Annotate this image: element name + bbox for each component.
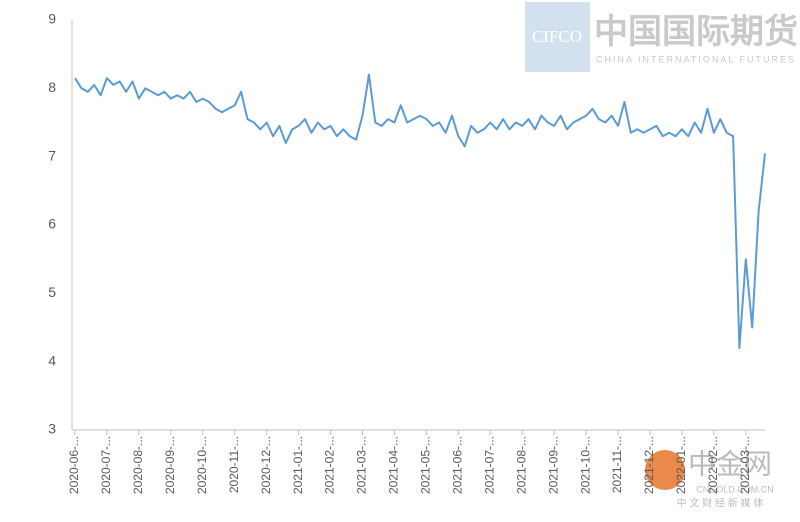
x-tick-label: 2021-10-...	[578, 436, 592, 494]
y-tick-label: 4	[48, 352, 56, 368]
y-tick-label: 5	[48, 284, 56, 300]
x-tick-label: 2020-10-...	[195, 436, 209, 494]
x-tick-label: 2021-02-...	[323, 436, 337, 494]
y-tick-label: 7	[48, 147, 56, 163]
x-tick-label: 2022-01-...	[674, 436, 688, 494]
logo-box	[525, 2, 590, 72]
x-tick-label: 2021-04-...	[387, 436, 401, 494]
x-tick-label: 2020-12-...	[259, 436, 273, 494]
y-tick-label: 8	[48, 79, 56, 95]
line-series	[74, 73, 766, 349]
watermark-logo	[645, 450, 685, 490]
y-tick-label: 6	[48, 216, 56, 232]
x-tick-label: 2020-09-...	[163, 436, 177, 494]
x-tick-label: 2022-02-...	[706, 436, 720, 494]
y-tick-label: 9	[48, 11, 56, 27]
watermark: 中金网	[688, 448, 772, 479]
watermark: 中国国际期货	[594, 13, 798, 51]
x-tick-label: 2021-08-...	[514, 436, 528, 494]
watermark: CNGOLD.COM.CN	[696, 484, 774, 494]
x-tick-label: 2021-06-...	[451, 436, 465, 494]
y-tick-label: 3	[48, 421, 56, 437]
x-tick-label: 2021-11-...	[610, 436, 624, 493]
x-tick-label: 2021-01-...	[291, 436, 305, 494]
watermark: 中 文 财 经 新 媒 体	[677, 497, 764, 510]
x-tick-label: 2021-07-...	[482, 436, 496, 494]
x-tick-label: 2020-11-...	[227, 436, 241, 493]
x-tick-label: 2021-03-...	[355, 436, 369, 494]
x-tick-label: 2022-03-...	[738, 436, 752, 494]
x-tick-label: 2021-09-...	[546, 436, 560, 494]
x-tick-label: 2021-05-...	[419, 436, 433, 494]
x-tick-label: 2020-08-...	[131, 436, 145, 494]
x-tick-label: 2020-06-...	[67, 436, 81, 494]
x-tick-label: 2020-07-...	[99, 436, 113, 494]
watermark: CIFCO	[532, 27, 582, 46]
watermark: CHINA INTERNATIONAL FUTURES	[596, 54, 796, 64]
x-tick-label: 2021-12-...	[642, 436, 656, 494]
